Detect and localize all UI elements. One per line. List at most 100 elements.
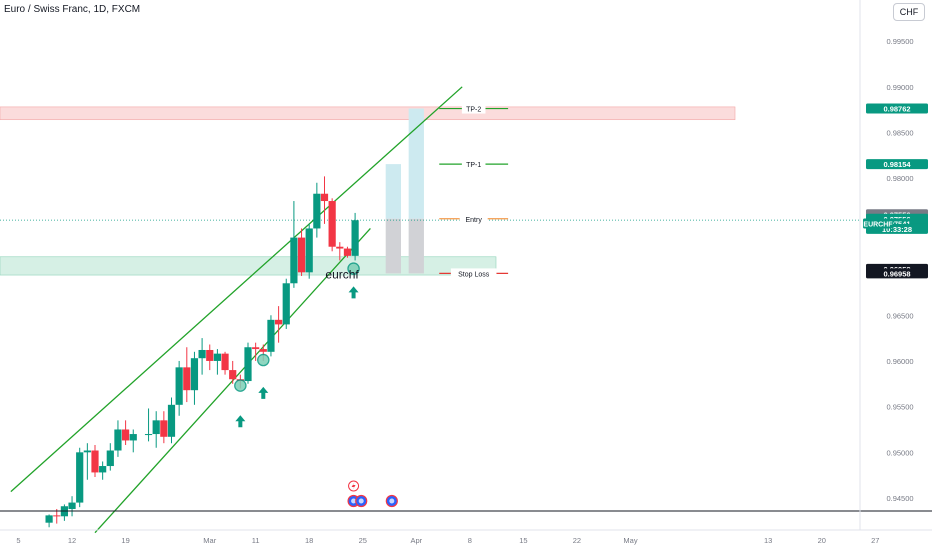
candle-body	[282, 283, 290, 325]
tp1-label-bg	[461, 159, 486, 170]
candle-body	[144, 434, 153, 436]
time-tick-label: 25	[359, 536, 367, 545]
stop-label-bg	[450, 268, 497, 279]
candle-body	[244, 347, 252, 382]
candle-body	[328, 201, 336, 247]
candle-body	[129, 434, 137, 441]
time-tick-label: Mar	[203, 536, 216, 545]
candle-body	[336, 246, 344, 249]
target-box-1	[385, 164, 401, 219]
support-zone	[0, 256, 497, 276]
candle-body	[305, 228, 313, 273]
candle-body	[259, 349, 267, 352]
candle-body	[275, 319, 283, 325]
entry-label: Entry	[466, 217, 483, 224]
candle-body	[152, 420, 160, 435]
flag-dot	[389, 498, 395, 504]
candle-body	[229, 370, 237, 380]
candle-body	[213, 353, 221, 361]
stop-box-2	[408, 218, 424, 274]
symbol-tag-bg	[863, 218, 893, 229]
tp2-label-bg	[461, 103, 486, 114]
tp1-label: TP-1	[466, 162, 481, 169]
time-tick-label: 20	[818, 536, 826, 545]
channel-upper-line	[10, 86, 463, 493]
tp2-label: TP-2	[466, 107, 481, 114]
candle-body	[53, 515, 61, 517]
time-tick-label: 15	[519, 536, 527, 545]
up-arrow-icon	[235, 415, 246, 428]
candle-body	[252, 347, 260, 350]
lightning-event-icon	[348, 480, 360, 492]
price-label: 0.96958	[883, 269, 910, 278]
price-label-bg	[866, 268, 928, 279]
symbol-title: Euro / Swiss Franc, 1D, FXCM	[4, 4, 141, 15]
price-tick-label: 0.98500	[886, 129, 913, 138]
currency-button[interactable]: CHF	[893, 3, 925, 21]
price-tick-label: 0.99500	[886, 37, 913, 46]
up-arrow-icon	[348, 286, 359, 299]
entry-label-bg	[459, 213, 488, 224]
candle-body	[160, 420, 168, 437]
candle-body	[68, 502, 76, 509]
price-label-bg	[866, 103, 928, 114]
price-tick-label: 0.95000	[886, 448, 913, 457]
flag-dot	[351, 498, 357, 504]
time-tick-label: May	[623, 536, 637, 545]
flag-event-icon	[385, 494, 398, 508]
time-tick-label: 11	[252, 536, 260, 545]
candle-body	[114, 429, 122, 451]
up-arrow-icon	[258, 386, 269, 399]
candle-body	[313, 193, 321, 229]
price-label-bg	[866, 159, 928, 170]
time-tick-label: 13	[764, 536, 772, 545]
time-tick-label: Apr	[410, 536, 422, 545]
time-tick-label: 22	[573, 536, 581, 545]
lightning-icon	[351, 482, 356, 490]
candle-body	[106, 450, 114, 467]
flag-event-icon	[355, 494, 368, 508]
candle-body	[167, 404, 176, 437]
signal-circle	[347, 262, 360, 275]
candle-body	[91, 450, 99, 473]
target-box-2	[408, 108, 424, 219]
candle-body	[76, 452, 84, 503]
candle-body	[297, 237, 306, 273]
candle-body	[351, 220, 359, 256]
time-tick-label: 19	[121, 536, 129, 545]
time-tick-label: 8	[468, 536, 472, 545]
candle-body	[99, 466, 107, 473]
signal-circle	[257, 353, 270, 367]
candle-body	[343, 248, 352, 256]
symbol-tag: EURCHF	[863, 222, 893, 229]
candle-body	[290, 237, 298, 284]
candle-body	[267, 319, 275, 352]
candle-body	[122, 429, 130, 441]
price-tick-label: 0.96500	[886, 311, 913, 320]
signal-circle	[234, 379, 247, 392]
time-tick-label: 12	[68, 536, 76, 545]
price-tick-label: 0.98000	[886, 174, 913, 183]
time-tick-label: 5	[16, 536, 20, 545]
price-label: 0.98762	[883, 105, 910, 114]
candle-body	[45, 515, 53, 523]
candle-body	[206, 349, 214, 361]
price-label: 0.98154	[883, 160, 911, 169]
stop-box-1	[385, 218, 401, 274]
candles	[45, 176, 359, 528]
price-tick-label: 0.95500	[886, 403, 913, 412]
price-tick-label: 0.94500	[886, 494, 913, 503]
candle-body	[190, 358, 199, 391]
price-tick-label: 0.99000	[886, 83, 913, 92]
price-label: 10:33:28	[882, 225, 912, 234]
candle-body	[221, 353, 229, 371]
candle-body	[320, 193, 329, 202]
time-tick-label: 18	[305, 536, 313, 545]
candle-body	[198, 349, 206, 359]
candle-body	[183, 367, 191, 391]
flag-dot	[358, 498, 364, 504]
candle-body	[83, 450, 91, 453]
annotation-label: eurchf	[325, 268, 359, 282]
